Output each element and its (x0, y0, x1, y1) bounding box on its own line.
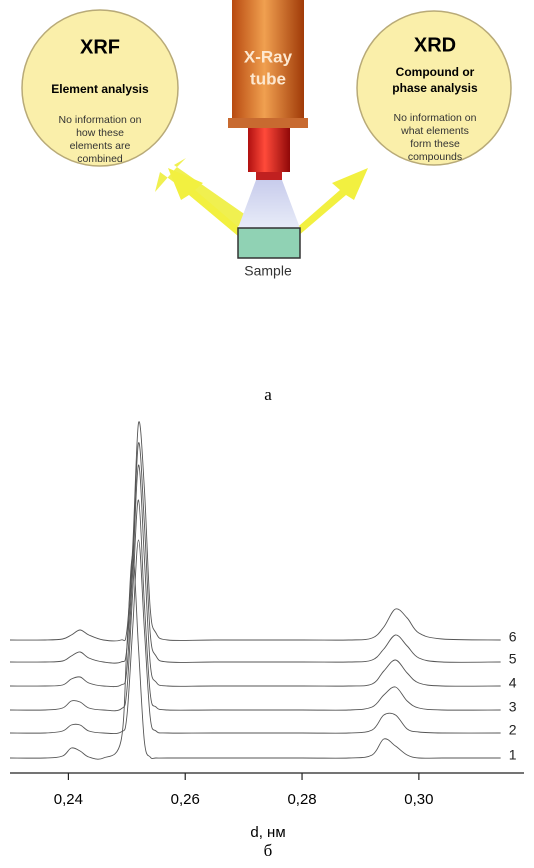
legend-label: 1 (509, 747, 517, 763)
x-tick-label: 0,30 (404, 791, 433, 808)
legend-label: 4 (509, 675, 517, 691)
x-tick-label: 0,24 (54, 791, 83, 808)
legend-label: 6 (509, 629, 517, 645)
legend-label: 2 (509, 722, 517, 738)
x-tick-label: 0,26 (171, 791, 200, 808)
tube-label: tube (250, 69, 286, 88)
xrf-circle (21, 9, 179, 167)
xrd-note: No information on (394, 112, 477, 124)
xrf-title: XRF (80, 36, 120, 58)
xrf-arrow (155, 158, 250, 228)
diagram: XRF Element analysis No information on h… (21, 0, 512, 404)
tube-tip (256, 172, 282, 180)
line-series (9, 442, 501, 664)
x-axis-label: d, нм (250, 824, 285, 841)
tube-body (232, 0, 304, 125)
beam (238, 180, 300, 228)
tube-rim (228, 118, 308, 128)
caption: б (264, 841, 273, 860)
xrf-note: combined (77, 153, 123, 165)
xrd-note: form these (410, 138, 460, 150)
chart: d, нм б 0,24 0,26 0,28 0,30 1 2 3 4 5 6 (9, 421, 524, 860)
xrf-note: No information on (59, 114, 142, 126)
xrd-subtitle: phase analysis (392, 81, 478, 95)
line-series (9, 554, 501, 760)
line-series (9, 539, 501, 735)
line-series (9, 464, 501, 688)
xrf-note: elements are (70, 140, 131, 152)
xrd-note: what elements (400, 125, 469, 137)
tube-label: X-Ray (244, 47, 293, 66)
line-series (9, 421, 501, 642)
xrf-subtitle: Element analysis (51, 82, 149, 96)
sample-label: Sample (244, 263, 292, 279)
x-tick-label: 0,28 (287, 791, 316, 808)
sample-box (237, 227, 301, 259)
xrd-title: XRD (414, 34, 456, 56)
legend-label: 5 (509, 651, 517, 667)
xrd-arrow (292, 168, 368, 236)
xrd-note: compounds (408, 151, 462, 163)
legend-label: 3 (509, 699, 517, 715)
caption: а (264, 385, 272, 404)
xrd-subtitle: Compound or (396, 65, 475, 79)
line-series (9, 499, 501, 712)
xrd-circle (356, 10, 512, 166)
tube-window (248, 128, 290, 172)
xrf-arrow-head (168, 168, 244, 236)
xrf-note: how these (76, 127, 124, 139)
